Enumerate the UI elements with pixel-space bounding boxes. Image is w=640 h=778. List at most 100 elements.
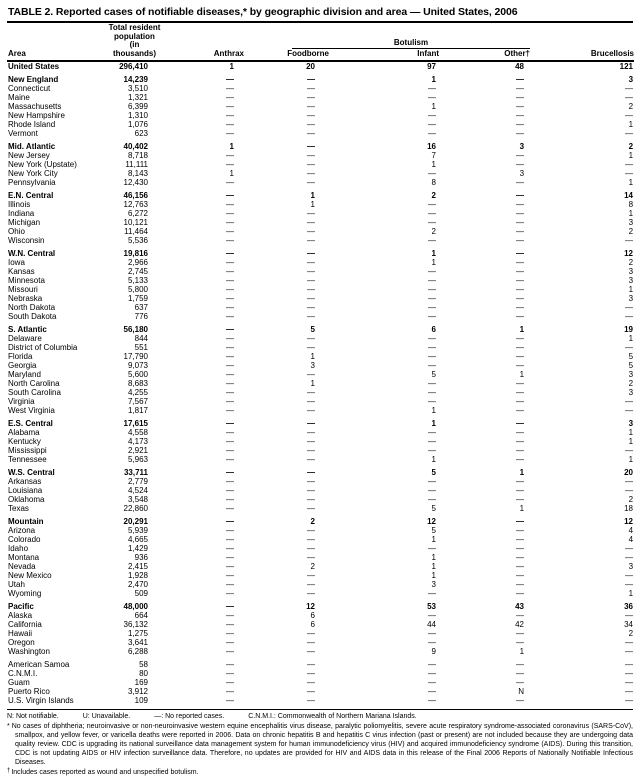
foodborne-cell: — xyxy=(307,169,315,179)
anthrax-cell: — xyxy=(226,84,234,94)
infant-cell: — xyxy=(428,544,436,554)
anthrax-cell: — xyxy=(226,75,234,85)
area-cell: E.S. Central xyxy=(8,419,53,429)
anthrax-cell: — xyxy=(226,669,234,679)
anthrax-cell: — xyxy=(226,571,234,581)
population-cell: 1,429 xyxy=(127,544,148,554)
area-cell: W.S. Central xyxy=(8,468,55,478)
anthrax-cell: — xyxy=(226,455,234,465)
area-row: Hawaii 1,275 — — — — 2 xyxy=(7,629,634,638)
anthrax-cell: — xyxy=(226,678,234,688)
area-cell: New England xyxy=(8,75,59,85)
other-cell: — xyxy=(516,258,525,268)
infant-cell: — xyxy=(428,477,436,487)
area-cell: Maine xyxy=(8,93,30,103)
population-cell: 5,133 xyxy=(127,276,148,286)
area-row: Utah 2,470 — — 3 — — xyxy=(7,580,634,589)
infant-cell: 1 xyxy=(431,571,436,581)
infant-cell: — xyxy=(428,93,436,103)
other-cell: — xyxy=(516,589,525,599)
anthrax-cell: — xyxy=(226,526,234,536)
population-cell: 19,816 xyxy=(123,249,148,259)
population-cell: 11,464 xyxy=(124,227,148,237)
area-row: Wisconsin 5,536 — — — — — xyxy=(7,236,634,245)
other-cell: — xyxy=(516,343,525,353)
other-cell: — xyxy=(516,571,525,581)
brucellosis-cell: 2 xyxy=(628,379,634,389)
anthrax-cell: — xyxy=(226,602,234,612)
other-cell: — xyxy=(516,178,525,188)
foodborne-cell: — xyxy=(307,111,315,121)
legend-line: N: Not notifiable. U: Unavailable. —: No r… xyxy=(7,712,633,721)
division-total-row: S. Atlantic 56,180 — 5 6 1 19 xyxy=(7,325,634,334)
foodborne-cell: — xyxy=(307,93,315,103)
brucellosis-cell: 1 xyxy=(628,334,634,344)
area-cell: South Dakota xyxy=(8,312,57,322)
infant-cell: 5 xyxy=(431,370,436,380)
other-cell: — xyxy=(516,428,525,438)
other-cell: — xyxy=(516,406,525,416)
foodborne-cell: — xyxy=(307,660,315,670)
foodborne-cell: — xyxy=(307,258,315,268)
division-total-row: Pacific 48,000 — 12 53 43 36 xyxy=(7,602,634,611)
area-row: Arizona 5,939 — — 5 — 4 xyxy=(7,526,634,535)
infant-cell: 9 xyxy=(431,647,436,657)
brucellosis-cell: 36 xyxy=(624,602,634,612)
brucellosis-cell: — xyxy=(625,669,634,679)
col-group-botulism: Botulism xyxy=(244,24,531,50)
area-row: Kansas 2,745 — — — — 3 xyxy=(7,267,634,276)
infant-cell: — xyxy=(428,669,436,679)
population-cell: 4,255 xyxy=(127,388,148,398)
area-row: Minnesota 5,133 — — — — 3 xyxy=(7,276,634,285)
area-cell: Alabama xyxy=(8,428,40,438)
col-header-brucellosis: Brucellosis xyxy=(530,24,635,63)
brucellosis-cell: 2 xyxy=(628,629,634,639)
division-total-row: W.S. Central 33,711 — — 5 1 20 xyxy=(7,468,634,477)
foodborne-cell: 3 xyxy=(310,361,315,371)
foodborne-cell: 6 xyxy=(310,611,315,621)
division-total-row: United States 296,410 1 20 97 48 121 xyxy=(7,61,634,71)
foodborne-cell: — xyxy=(307,406,315,416)
infant-cell: 53 xyxy=(427,602,436,612)
anthrax-cell: — xyxy=(226,611,234,621)
area-row: Ohio 11,464 — — 2 — 2 xyxy=(7,227,634,236)
infant-cell: 1 xyxy=(431,160,436,170)
area-cell: Missouri xyxy=(8,285,38,295)
infant-cell: 1 xyxy=(431,419,436,429)
area-row: North Carolina 8,683 — 1 — — 2 xyxy=(7,379,634,388)
foodborne-cell: — xyxy=(307,638,315,648)
infant-cell: 1 xyxy=(431,553,436,563)
anthrax-cell: — xyxy=(226,361,234,371)
brucellosis-cell: — xyxy=(625,312,634,322)
footnotes: N: Not notifiable. U: Unavailable. —: No r… xyxy=(7,709,633,777)
infant-cell: 8 xyxy=(431,178,436,188)
area-row: Vermont 623 — — — — — xyxy=(7,129,634,138)
foodborne-cell: — xyxy=(307,218,315,228)
brucellosis-cell: — xyxy=(625,696,634,706)
anthrax-cell: 1 xyxy=(229,142,234,152)
anthrax-cell: — xyxy=(226,285,234,295)
foodborne-cell: — xyxy=(307,285,315,295)
population-cell: 33,711 xyxy=(123,468,148,478)
area-cell: Rhode Island xyxy=(8,120,56,130)
brucellosis-cell: 2 xyxy=(628,227,634,237)
other-cell: — xyxy=(516,419,525,429)
area-cell: United States xyxy=(8,62,60,72)
area-row: American Samoa 58 — — — — — xyxy=(7,660,634,669)
infant-cell: — xyxy=(428,379,436,389)
foodborne-cell: — xyxy=(307,419,315,429)
foodborne-cell: — xyxy=(307,312,315,322)
other-cell: — xyxy=(516,334,525,344)
area-cell: Maryland xyxy=(8,370,41,380)
population-cell: 2,921 xyxy=(127,446,148,456)
anthrax-cell: — xyxy=(226,178,234,188)
area-cell: District of Columbia xyxy=(8,343,78,353)
population-cell: 12,763 xyxy=(123,200,148,210)
area-cell: New Hampshire xyxy=(8,111,65,121)
area-row: Delaware 844 — — — — 1 xyxy=(7,334,634,343)
other-cell: — xyxy=(516,120,525,130)
area-cell: Mountain xyxy=(8,517,44,527)
population-cell: 3,548 xyxy=(127,495,148,505)
area-cell: Connecticut xyxy=(8,84,51,94)
area-cell: Massachusetts xyxy=(8,102,62,112)
